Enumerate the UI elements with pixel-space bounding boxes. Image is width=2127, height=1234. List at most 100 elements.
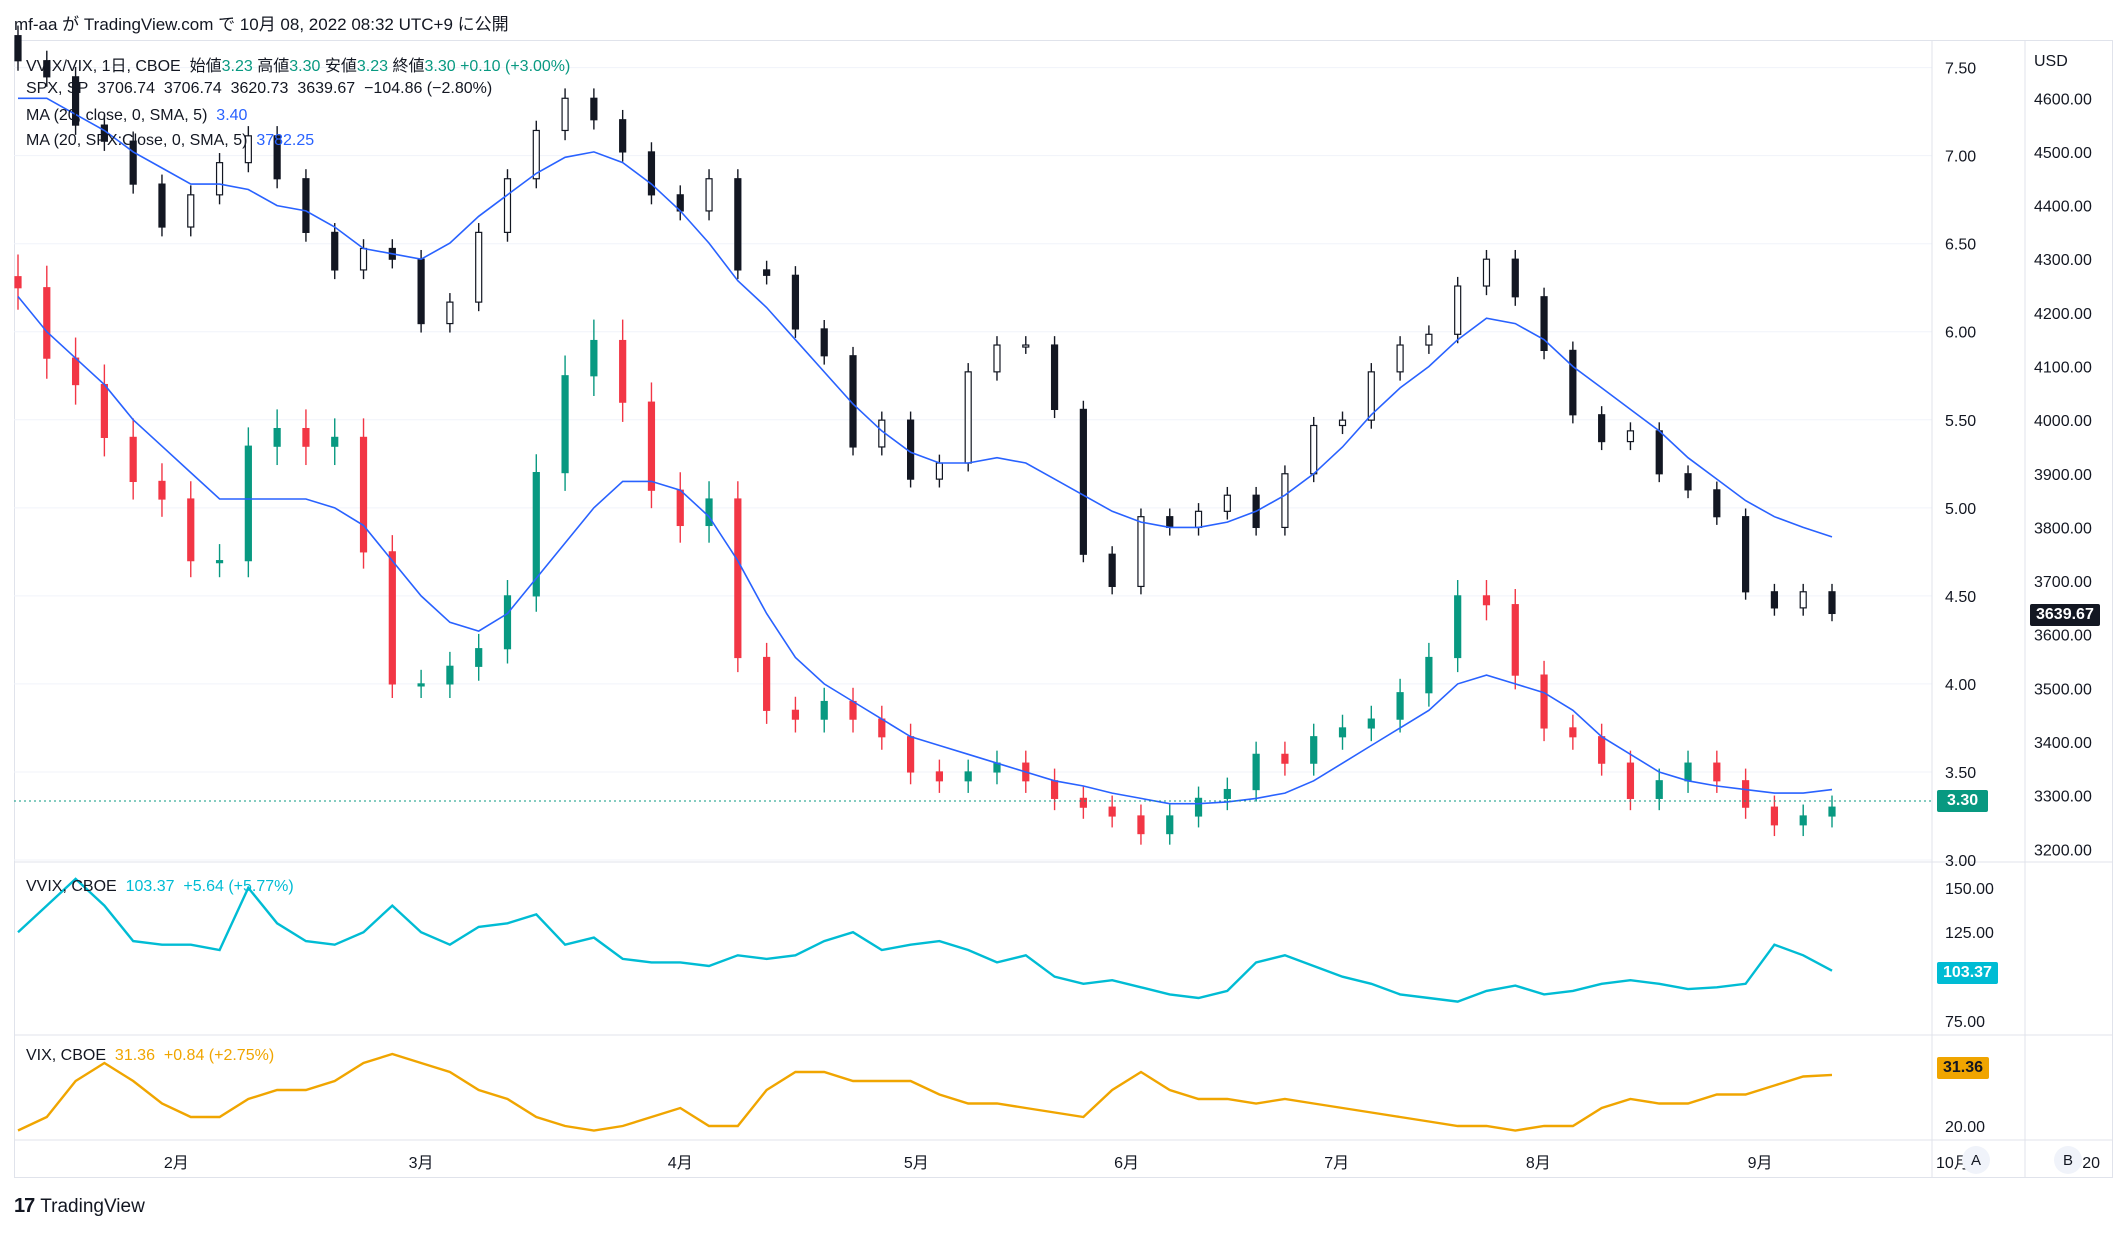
spx-candle [187, 194, 195, 228]
ratio-candle [158, 480, 166, 500]
spx-candle [561, 97, 569, 132]
spx-axis-tick: 4000.00 [2034, 413, 2092, 430]
spx-candle [1338, 419, 1347, 427]
publish-caption: mf-aa が TradingView.com で 10月 08, 2022 0… [14, 15, 509, 34]
spx-candle [763, 269, 771, 276]
legend-ratio[interactable]: VVIX/VIX, 1日, CBOE 始値3.23 高値3.30 安値3.23 … [26, 58, 571, 75]
spx-candle [1482, 258, 1491, 287]
ratio-candle [1166, 815, 1174, 835]
ratio-candle [1828, 806, 1836, 817]
time-axis-label: 20 [2082, 1155, 2100, 1172]
ratio-candle [964, 771, 972, 782]
scale-button-b[interactable]: B [2054, 1146, 2082, 1174]
spx-candle [446, 301, 454, 325]
spx-candle [1598, 414, 1606, 443]
spx-candle [1684, 473, 1692, 491]
ratio-candle [676, 489, 684, 527]
spx-candle [878, 419, 886, 448]
spx-candle [1050, 344, 1059, 411]
spx-axis-tick: 3500.00 [2034, 681, 2092, 698]
spx-axis-tick: 3800.00 [2034, 520, 2092, 537]
time-axis-label: 4月 [668, 1155, 693, 1172]
vvix-axis-ticks: 150.00 125.00 75.00 [1945, 881, 1994, 1031]
spx-candle [359, 247, 368, 271]
spx-candle [1828, 591, 1836, 615]
ratio-axis-tick: 7.50 [1945, 61, 1976, 78]
tradingview-logo-icon: 17 [14, 1195, 35, 1217]
ratio-candle [273, 427, 281, 447]
spx-candle [532, 129, 540, 180]
spx-candle [820, 328, 828, 357]
ratio-candle [100, 383, 108, 438]
spx-axis-tick: 4600.00 [2034, 91, 2092, 108]
spx-candle [1223, 494, 1231, 512]
ratio-candle [820, 700, 828, 720]
time-axis-label: 8月 [1526, 1155, 1551, 1172]
scale-button-a[interactable]: A [1962, 1146, 1990, 1174]
legend-ma1[interactable]: MA (20, close, 0, SMA, 5) 3.40 [26, 107, 248, 124]
vix-axis-tick: 20.00 [1945, 1119, 1985, 1136]
time-axis-labels: 2月 3月 4月 5月 6月 7月 8月 9月 10月 20 [164, 1155, 2100, 1172]
legend-spx-change: −104.86 (−2.80%) [364, 80, 493, 97]
spx-candle [1194, 510, 1203, 529]
spx-candle [158, 183, 166, 228]
time-axis-label: 7月 [1324, 1155, 1349, 1172]
spx-candle [1742, 516, 1750, 593]
spx-candle [475, 231, 483, 303]
spx-axis-tick: 4200.00 [2034, 306, 2092, 323]
spx-candle [1425, 333, 1433, 346]
spx-candle [907, 419, 915, 480]
spx-candle [619, 119, 627, 153]
spx-candle [935, 462, 943, 480]
spx-candle [1799, 591, 1807, 609]
vix-line [17, 1052, 1833, 1132]
spx-candle [1108, 553, 1116, 588]
time-axis-label: 5月 [904, 1155, 929, 1172]
ratio-candle [705, 498, 713, 527]
ratio-candle [1310, 736, 1318, 764]
ratio-axis-tick: 5.50 [1945, 413, 1976, 430]
ratio-candle [1598, 736, 1606, 764]
tradingview-logo[interactable]: 17 TradingView [14, 1195, 145, 1218]
ratio-candle [1425, 656, 1433, 694]
grid-lines [14, 67, 1932, 861]
spx-candle [1540, 296, 1548, 351]
ratio-candle [1252, 753, 1260, 791]
ratio-candle [619, 339, 627, 403]
spx-candle [331, 231, 339, 271]
ratio-candle [734, 498, 742, 659]
spx-candle [993, 344, 1001, 373]
chart-frame [14, 40, 2113, 1178]
ratio-axis-tick: 3.50 [1945, 765, 1976, 782]
time-axis-label: 10月 [1936, 1155, 1970, 1172]
ratio-candle [935, 771, 943, 782]
spx-candle [1281, 473, 1289, 529]
legend-ma2[interactable]: MA (20, SPX:Close, 0, SMA, 5) 3782.25 [26, 132, 315, 149]
ratio-axis-tick: 5.00 [1945, 501, 1976, 518]
ratio-last-price-tag: 3.30 [1937, 790, 1989, 812]
vix-last-price-tag: 31.36 [1937, 1057, 1990, 1079]
ratio-candle [14, 276, 22, 289]
spx-last-price-tag: 3639.67 [2030, 604, 2100, 626]
publish-caption-bar: mf-aa が TradingView.com で 10月 08, 2022 0… [0, 0, 2127, 40]
legend-ratio-symbol: VVIX/VIX, 1日, CBOE [26, 58, 181, 75]
spx-candle [647, 151, 656, 196]
ratio-candle [129, 436, 137, 483]
ratio-candle [590, 339, 598, 377]
vvix-axis-tick: 150.00 [1945, 881, 1994, 898]
spx-candle [1713, 489, 1721, 518]
legend-vix[interactable]: VIX, CBOE 31.36 +0.84 (+2.75%) [26, 1047, 275, 1064]
ratio-axis-tick: 6.50 [1945, 237, 1976, 254]
ratio-candle [503, 595, 512, 650]
spx-axis-ticks: 4600.00 4500.00 4400.00 4300.00 4200.00 4100.… [2034, 91, 2092, 859]
legend-vvix[interactable]: VVIX, CBOE 103.37 +5.64 (+5.77%) [26, 878, 294, 895]
ratio-candle [763, 656, 771, 711]
ratio-candle [331, 436, 339, 447]
time-axis-label: 9月 [1748, 1155, 1773, 1172]
ratio-ma-line [17, 295, 1833, 805]
legend-spx[interactable]: SPX, SP 3706.74 3706.74 3620.73 3639.67 … [26, 80, 493, 97]
spx-candle [417, 258, 425, 325]
spx-candle [1022, 344, 1030, 348]
ratio-axis-tick: 3.00 [1945, 853, 1976, 870]
